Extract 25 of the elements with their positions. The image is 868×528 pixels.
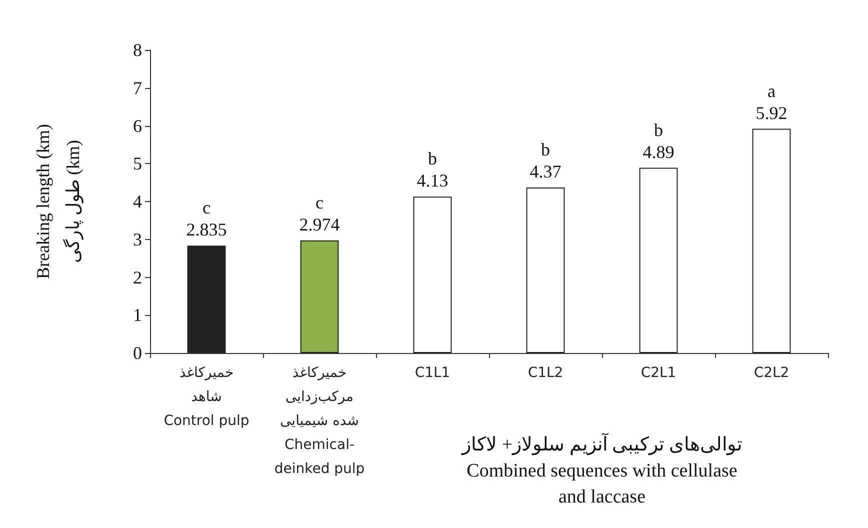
x-tick-label: C1L1 xyxy=(414,365,450,381)
bar xyxy=(526,187,565,353)
data-label: b 4.13 xyxy=(416,148,448,191)
bar xyxy=(413,196,452,353)
data-label: a 5.92 xyxy=(756,80,788,123)
data-label: c 2.974 xyxy=(299,192,340,234)
y-tick-label: 1 xyxy=(133,305,142,326)
bar xyxy=(300,240,339,353)
y-tick-label: 8 xyxy=(133,40,142,60)
y-tick-label: 0 xyxy=(133,343,142,363)
y-tick-label: 7 xyxy=(133,78,142,98)
data-label: b 4.37 xyxy=(530,139,562,182)
x-tick-label: C2L1 xyxy=(640,365,676,381)
y-tick-label: 3 xyxy=(133,229,142,250)
y-tick-label: 5 xyxy=(133,154,142,174)
data-label: c 2.835 xyxy=(186,198,227,240)
x-tick-label: C2L2 xyxy=(754,365,790,381)
y-tick-label: 6 xyxy=(133,116,142,136)
bar xyxy=(639,168,678,353)
bar xyxy=(752,128,791,353)
x-tick-label: C1L2 xyxy=(528,365,564,381)
y-tick-label: 2 xyxy=(133,267,142,288)
y-tick-label: 4 xyxy=(133,192,142,212)
data-label: b 4.89 xyxy=(642,120,674,162)
bar xyxy=(187,246,226,353)
